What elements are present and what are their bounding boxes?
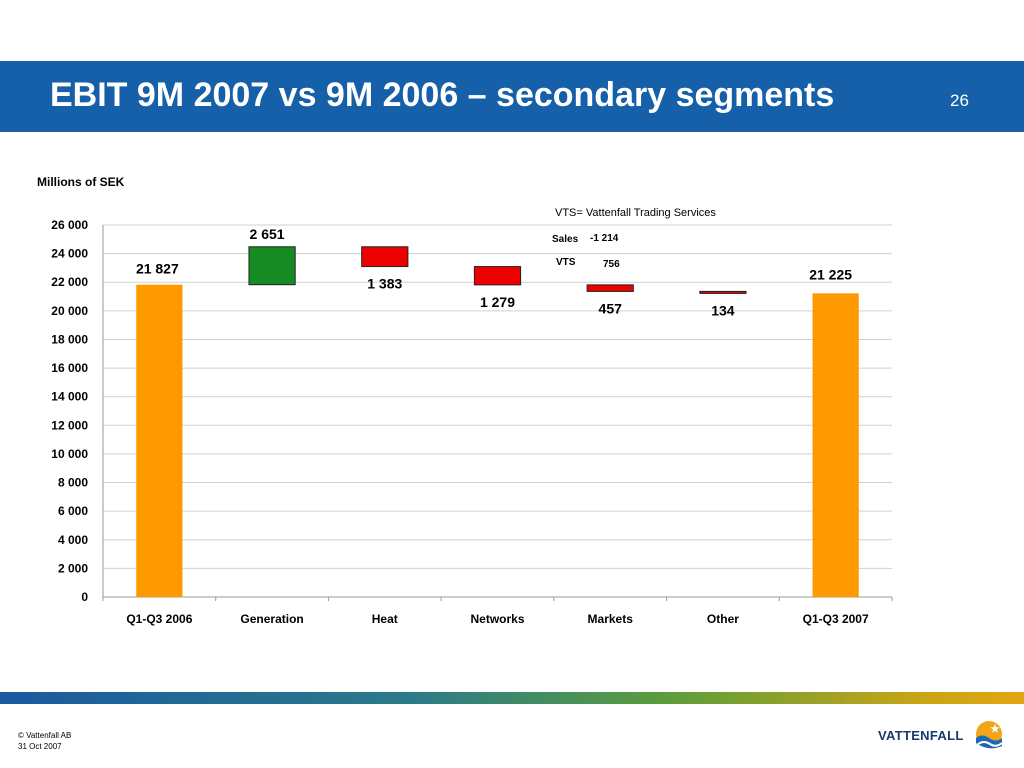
- annotation-value: 756: [603, 259, 620, 270]
- y-tick-label: 6 000: [58, 504, 88, 518]
- y-tick-label: 8 000: [58, 476, 88, 490]
- x-tick-label: Generation: [240, 612, 303, 626]
- waterfall-chart: 0 2 000 4 000 6 000 8 000 10 000 12 000 14 000 1…: [51, 207, 893, 626]
- y-tick-label: 4 000: [58, 533, 88, 547]
- bar-q1-q3-2006: [136, 284, 183, 597]
- data-label: 457: [599, 300, 623, 316]
- sun-wave-logo-icon: [976, 721, 1003, 749]
- x-tick-label: Q1-Q3 2007: [803, 612, 869, 626]
- x-tick-label: Heat: [372, 612, 398, 626]
- annotation-note: VTS= Vattenfall Trading Services: [555, 207, 716, 219]
- copyright-text: © Vattenfall AB: [18, 731, 72, 740]
- bar-heat: [361, 246, 409, 268]
- y-tick-label: 14 000: [51, 390, 88, 404]
- y-tick-label: 2 000: [58, 561, 88, 575]
- y-tick-label: 18 000: [51, 332, 88, 346]
- data-label: 1 279: [480, 294, 515, 310]
- y-tick-label: 24 000: [51, 247, 88, 261]
- annotation-label: VTS: [556, 257, 576, 268]
- annotation-label: Sales: [552, 234, 579, 245]
- bar-generation: [248, 246, 296, 286]
- data-label: 134: [711, 302, 735, 318]
- bar-networks: [473, 266, 522, 286]
- footer-text: © Vattenfall AB 31 Oct 2007: [18, 730, 71, 752]
- data-label: 21 225: [809, 266, 852, 282]
- footer-stripe: [0, 692, 1024, 704]
- bar-markets: [586, 284, 634, 292]
- bar-q1-q3-2007: [812, 293, 859, 597]
- annotation-value: -1 214: [590, 233, 619, 244]
- date-text: 31 Oct 2007: [18, 742, 62, 751]
- y-tick-label: 26 000: [51, 218, 88, 232]
- data-label: 21 827: [136, 261, 179, 277]
- slide-title: EBIT 9M 2007 vs 9M 2006 – secondary segm…: [50, 76, 835, 114]
- vattenfall-logo: VATTENFALL: [876, 719, 1006, 753]
- y-tick-label: 10 000: [51, 447, 88, 461]
- data-label: 2 651: [250, 226, 285, 242]
- y-tick-label: 20 000: [51, 304, 88, 318]
- y-tick-label: 12 000: [51, 418, 88, 432]
- y-tick-label: 0: [81, 590, 88, 604]
- unit-label: Millions of SEK: [37, 175, 125, 189]
- title-bar: [0, 61, 1024, 132]
- x-tick-label: Markets: [588, 612, 634, 626]
- y-tick-label: 16 000: [51, 361, 88, 375]
- x-tick-label: Networks: [470, 612, 524, 626]
- page-number: 26: [950, 91, 969, 110]
- logo-text: VATTENFALL: [878, 728, 964, 743]
- y-tick-label: 22 000: [51, 275, 88, 289]
- x-tick-label: Other: [707, 612, 739, 626]
- x-tick-label: Q1-Q3 2006: [126, 612, 192, 626]
- bar-other: [699, 290, 747, 294]
- data-label: 1 383: [367, 276, 402, 292]
